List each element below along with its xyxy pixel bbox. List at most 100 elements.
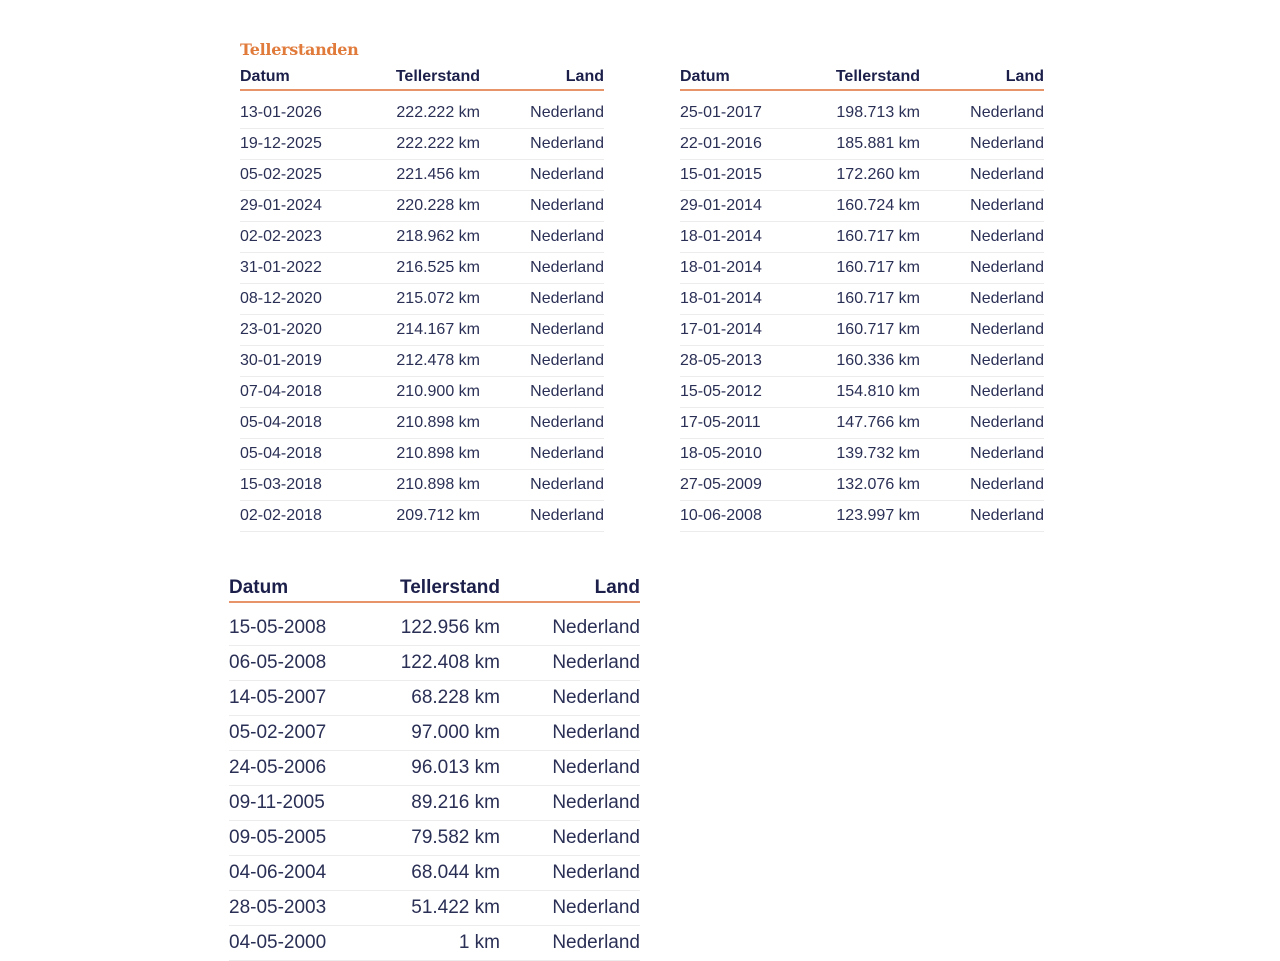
cell-tellerstand: 79.582 km bbox=[411, 827, 500, 848]
cell-datum: 05-04-2018 bbox=[240, 414, 322, 431]
cell-tellerstand: 210.898 km bbox=[396, 476, 480, 493]
cell-tellerstand: 222.222 km bbox=[396, 104, 480, 121]
table-body: 13-01-2026 222.222 km Nederland 19-12-2025 2… bbox=[240, 91, 604, 532]
section-title: Tellerstanden bbox=[240, 40, 359, 59]
cell-land: Nederland bbox=[552, 687, 640, 708]
cell-datum: 09-11-2005 bbox=[229, 792, 325, 813]
cell-datum: 27-05-2009 bbox=[680, 476, 762, 493]
cell-land: Nederland bbox=[530, 166, 604, 183]
cell-land: Nederland bbox=[552, 932, 640, 953]
cell-land: Nederland bbox=[552, 757, 640, 778]
cell-datum: 06-05-2008 bbox=[229, 652, 327, 673]
cell-datum: 25-01-2017 bbox=[680, 104, 762, 121]
odometer-table-3: Datum Tellerstand Land 15-05-2008 122.956 km… bbox=[229, 578, 640, 961]
cell-land: Nederland bbox=[970, 414, 1044, 431]
cell-datum: 18-01-2014 bbox=[680, 228, 762, 245]
cell-datum: 18-05-2010 bbox=[680, 445, 762, 462]
cell-land: Nederland bbox=[552, 722, 640, 743]
cell-tellerstand: 185.881 km bbox=[836, 135, 920, 152]
cell-datum: 23-01-2020 bbox=[240, 321, 322, 338]
cell-datum: 13-01-2026 bbox=[240, 104, 322, 121]
table-row: 18-05-2010 139.732 km Nederland bbox=[680, 439, 1044, 470]
cell-datum: 08-12-2020 bbox=[240, 290, 322, 307]
cell-land: Nederland bbox=[552, 617, 640, 638]
table-row: 14-05-2007 68.228 km Nederland bbox=[229, 681, 640, 716]
cell-land: Nederland bbox=[530, 104, 604, 121]
table-body: 15-05-2008 122.956 km Nederland 06-05-2008 1… bbox=[229, 603, 640, 961]
cell-datum: 17-05-2011 bbox=[680, 414, 761, 431]
cell-tellerstand: 209.712 km bbox=[396, 507, 480, 524]
table-row: 30-01-2019 212.478 km Nederland bbox=[240, 346, 604, 377]
cell-tellerstand: 97.000 km bbox=[411, 722, 500, 743]
cell-datum: 05-04-2018 bbox=[240, 445, 322, 462]
cell-tellerstand: 160.724 km bbox=[836, 197, 920, 214]
cell-datum: 18-01-2014 bbox=[680, 259, 762, 276]
table-header: Datum Tellerstand Land bbox=[229, 578, 640, 603]
cell-tellerstand: 160.717 km bbox=[836, 259, 920, 276]
table-row: 10-06-2008 123.997 km Nederland bbox=[680, 501, 1044, 532]
table-row: 02-02-2023 218.962 km Nederland bbox=[240, 222, 604, 253]
cell-land: Nederland bbox=[552, 792, 640, 813]
table-row: 06-05-2008 122.408 km Nederland bbox=[229, 646, 640, 681]
cell-tellerstand: 220.228 km bbox=[396, 197, 480, 214]
cell-tellerstand: 132.076 km bbox=[836, 476, 920, 493]
cell-land: Nederland bbox=[552, 827, 640, 848]
cell-datum: 07-04-2018 bbox=[240, 383, 322, 400]
cell-datum: 14-05-2007 bbox=[229, 687, 327, 708]
table-row: 05-04-2018 210.898 km Nederland bbox=[240, 439, 604, 470]
header-datum: Datum bbox=[680, 68, 730, 85]
cell-tellerstand: 160.717 km bbox=[836, 228, 920, 245]
cell-tellerstand: 210.898 km bbox=[396, 414, 480, 431]
cell-tellerstand: 160.717 km bbox=[836, 321, 920, 338]
odometer-table-2: Datum Tellerstand Land 25-01-2017 198.713 km… bbox=[680, 68, 1044, 532]
table-row: 18-01-2014 160.717 km Nederland bbox=[680, 253, 1044, 284]
cell-land: Nederland bbox=[530, 445, 604, 462]
header-land: Land bbox=[1005, 68, 1044, 85]
cell-land: Nederland bbox=[530, 383, 604, 400]
cell-datum: 15-05-2008 bbox=[229, 617, 327, 638]
table-row: 13-01-2026 222.222 km Nederland bbox=[240, 98, 604, 129]
table-row: 17-05-2011 147.766 km Nederland bbox=[680, 408, 1044, 439]
cell-land: Nederland bbox=[530, 476, 604, 493]
cell-datum: 29-01-2014 bbox=[680, 197, 762, 214]
table-row: 23-01-2020 214.167 km Nederland bbox=[240, 315, 604, 346]
cell-land: Nederland bbox=[970, 290, 1044, 307]
cell-tellerstand: 172.260 km bbox=[836, 166, 920, 183]
cell-datum: 15-01-2015 bbox=[680, 166, 762, 183]
cell-land: Nederland bbox=[530, 197, 604, 214]
cell-tellerstand: 51.422 km bbox=[411, 897, 500, 918]
cell-datum: 22-01-2016 bbox=[680, 135, 762, 152]
cell-datum: 05-02-2025 bbox=[240, 166, 322, 183]
cell-tellerstand: 68.044 km bbox=[411, 862, 500, 883]
cell-land: Nederland bbox=[530, 321, 604, 338]
cell-tellerstand: 212.478 km bbox=[396, 352, 480, 369]
cell-land: Nederland bbox=[552, 652, 640, 673]
cell-land: Nederland bbox=[552, 897, 640, 918]
cell-datum: 24-05-2006 bbox=[229, 757, 327, 778]
cell-datum: 30-01-2019 bbox=[240, 352, 322, 369]
table-row: 24-05-2006 96.013 km Nederland bbox=[229, 751, 640, 786]
cell-datum: 31-01-2022 bbox=[240, 259, 322, 276]
cell-land: Nederland bbox=[530, 507, 604, 524]
table-row: 15-01-2015 172.260 km Nederland bbox=[680, 160, 1044, 191]
cell-datum: 15-03-2018 bbox=[240, 476, 322, 493]
table-row: 18-01-2014 160.717 km Nederland bbox=[680, 284, 1044, 315]
table-row: 05-02-2025 221.456 km Nederland bbox=[240, 160, 604, 191]
cell-datum: 18-01-2014 bbox=[680, 290, 762, 307]
cell-datum: 19-12-2025 bbox=[240, 135, 322, 152]
cell-land: Nederland bbox=[970, 321, 1044, 338]
cell-tellerstand: 139.732 km bbox=[836, 445, 920, 462]
cell-datum: 04-06-2004 bbox=[229, 862, 327, 883]
cell-tellerstand: 160.336 km bbox=[836, 352, 920, 369]
cell-land: Nederland bbox=[970, 166, 1044, 183]
cell-datum: 02-02-2018 bbox=[240, 507, 322, 524]
cell-land: Nederland bbox=[530, 352, 604, 369]
cell-tellerstand: 1 km bbox=[458, 932, 500, 953]
cell-land: Nederland bbox=[970, 104, 1044, 121]
cell-land: Nederland bbox=[970, 445, 1044, 462]
table-row: 15-05-2008 122.956 km Nederland bbox=[229, 611, 640, 646]
cell-datum: 17-01-2014 bbox=[680, 321, 762, 338]
table-row: 28-05-2003 51.422 km Nederland bbox=[229, 891, 640, 926]
cell-datum: 15-05-2012 bbox=[680, 383, 762, 400]
cell-tellerstand: 214.167 km bbox=[396, 321, 480, 338]
